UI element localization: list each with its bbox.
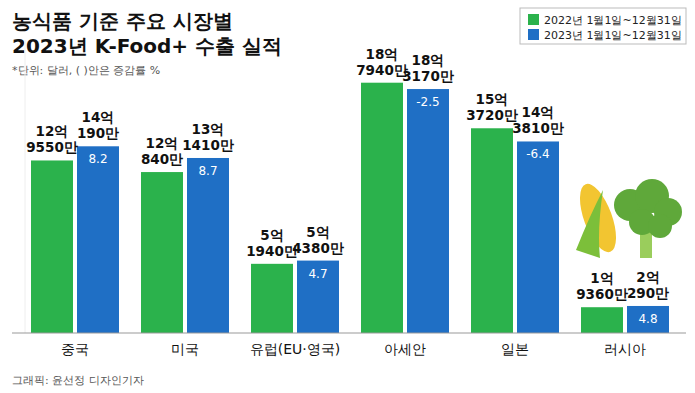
legend-swatch xyxy=(528,14,539,25)
data-label: 18억3170만 xyxy=(402,52,454,84)
data-label-line: 190만 xyxy=(77,125,119,141)
data-label-line: 1억 xyxy=(590,270,613,286)
growth-label: -2.5 xyxy=(416,95,439,109)
data-label-line: 2억 xyxy=(636,269,659,285)
data-label: 14억3810만 xyxy=(512,104,564,136)
growth-label: 4.8 xyxy=(638,312,657,326)
category-label: 미국 xyxy=(171,341,199,357)
chart: 농식품 기준 주요 시장별2023년 K-Food+ 수출 실적 *단위: 달러,… xyxy=(0,0,695,393)
labels: 12억9550만12억840만5억1940만18억7940만15억3720만1억… xyxy=(26,46,669,326)
illustration xyxy=(573,179,682,258)
data-label: 13억1410만 xyxy=(182,121,234,153)
data-label-line: 13억 xyxy=(192,121,225,137)
data-label-line: 5억 xyxy=(260,227,283,243)
data-label: 14억190만 xyxy=(77,109,119,141)
data-label-line: 1940만 xyxy=(246,243,298,259)
growth-label: 8.2 xyxy=(88,152,107,166)
growth-label: 8.7 xyxy=(198,164,217,178)
data-label: 12억840만 xyxy=(141,135,183,167)
legend-label: 2023년 1월1일~12월31일 xyxy=(544,29,682,42)
data-label-line: 7940만 xyxy=(356,62,408,78)
data-label-line: 9360만 xyxy=(576,286,628,302)
data-label: 5억4380만 xyxy=(292,224,344,256)
data-label-line: 5억 xyxy=(306,224,329,240)
data-label-line: 14억 xyxy=(82,109,115,125)
growth-label: -6.4 xyxy=(526,147,549,161)
data-label-line: 14억 xyxy=(522,104,555,120)
data-label-line: 840만 xyxy=(141,151,183,167)
data-label-line: 18억 xyxy=(366,46,399,62)
bar xyxy=(251,264,293,333)
data-label: 1억9360만 xyxy=(576,270,628,302)
data-label-line: 12억 xyxy=(36,123,69,139)
data-label-line: 9550만 xyxy=(26,139,78,155)
baseline xyxy=(12,333,686,334)
caption: 그래픽: 윤선정 디자인기자 xyxy=(12,374,144,387)
title: 농식품 기준 주요 시장별 xyxy=(12,9,233,33)
category-label: 일본 xyxy=(501,341,529,357)
bar xyxy=(361,83,403,333)
data-label-line: 3810만 xyxy=(512,120,564,136)
bar xyxy=(297,261,339,333)
bar xyxy=(31,160,73,333)
data-label-line: 3720만 xyxy=(466,107,518,123)
y-axis-line xyxy=(25,40,26,333)
title: 2023년 K-Food+ 수출 실적 xyxy=(12,34,282,58)
bar xyxy=(407,89,449,333)
data-label-line: 15억 xyxy=(476,91,509,107)
data-label: 12억9550만 xyxy=(26,123,78,155)
bar xyxy=(581,307,623,333)
bar xyxy=(627,306,669,333)
bar xyxy=(517,141,559,333)
data-label: 18억7940만 xyxy=(356,46,408,78)
bar xyxy=(77,146,119,333)
growth-label: 4.7 xyxy=(308,267,327,281)
category-label: 유럽(EU·영국) xyxy=(250,341,340,357)
data-label-line: 18억 xyxy=(412,52,445,68)
broccoli-head xyxy=(648,214,672,238)
bar xyxy=(471,128,513,333)
bar xyxy=(141,172,183,333)
data-label: 5억1940만 xyxy=(246,227,298,259)
data-label: 15억3720만 xyxy=(466,91,518,123)
category-label: 중국 xyxy=(61,341,89,357)
legend-label: 2022년 1월1일~12월31일 xyxy=(544,14,682,27)
legend-box xyxy=(520,8,686,44)
legend: 2022년 1월1일~12월31일 2023년 1월1일~12월31일 xyxy=(520,8,686,44)
subtitle: *단위: 달러, ( )안은 증감률 % xyxy=(12,64,160,77)
data-label-line: 290만 xyxy=(627,285,669,301)
bars xyxy=(31,83,669,333)
data-label-line: 12억 xyxy=(146,135,179,151)
data-label-line: 4380만 xyxy=(292,240,344,256)
data-label-line: 1410만 xyxy=(182,137,234,153)
data-label-line: 3170만 xyxy=(402,68,454,84)
legend-swatch xyxy=(528,29,539,40)
corn-leaf xyxy=(576,190,603,258)
data-label: 2억290만 xyxy=(627,269,669,301)
bar xyxy=(187,158,229,333)
category-label: 아세안 xyxy=(384,341,426,357)
category-label: 러시아 xyxy=(604,341,646,357)
